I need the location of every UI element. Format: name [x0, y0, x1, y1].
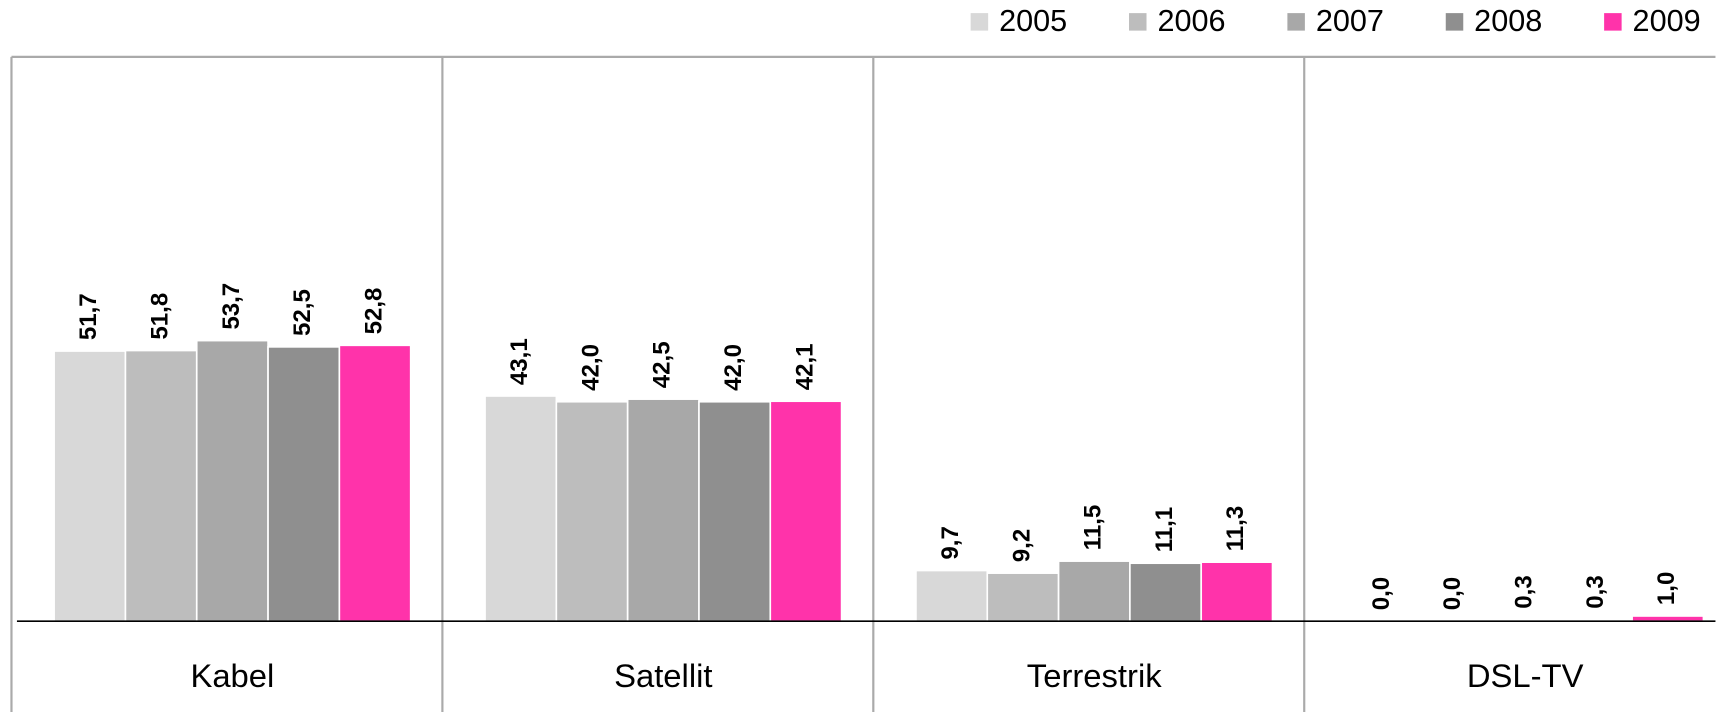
- data-label: 1,0: [1653, 572, 1680, 605]
- data-label: 0,0: [1439, 577, 1466, 610]
- bar: [1057, 560, 1131, 623]
- data-label: 9,7: [937, 526, 964, 559]
- data-label: 0,0: [1368, 577, 1395, 610]
- bar: [986, 572, 1060, 623]
- x-tick-label: Terrestrik: [1027, 657, 1162, 694]
- data-label: 53,7: [218, 283, 245, 330]
- bar: [915, 569, 989, 623]
- bar: [195, 339, 269, 623]
- bar: [1129, 562, 1203, 623]
- data-label: 42,1: [791, 343, 818, 390]
- bar: [626, 398, 700, 623]
- legend-swatch: [1604, 13, 1622, 31]
- frame: [10, 55, 1716, 712]
- data-label: 0,3: [1582, 575, 1609, 608]
- bar: [53, 350, 127, 623]
- data-label: 9,2: [1008, 529, 1035, 562]
- legend-label: 2005: [999, 4, 1067, 38]
- data-label: 52,5: [289, 289, 316, 336]
- x-tick-label: Kabel: [190, 657, 274, 694]
- x-tick-label: DSL-TV: [1467, 657, 1584, 694]
- data-label: 43,1: [506, 338, 533, 385]
- bar: [484, 395, 558, 623]
- data-label: 51,8: [146, 293, 173, 340]
- bar: [698, 400, 772, 623]
- bar: [267, 346, 341, 623]
- data-label: 42,0: [720, 344, 747, 391]
- data-label: 11,3: [1222, 506, 1249, 551]
- bar: [1200, 561, 1274, 623]
- data-label: 52,8: [360, 288, 387, 335]
- bar: [124, 349, 198, 623]
- bar: [769, 400, 843, 623]
- legend-label: 2006: [1157, 4, 1225, 38]
- legend-swatch: [1129, 13, 1147, 31]
- legend-swatch: [1445, 13, 1464, 31]
- legend-label: 2009: [1633, 4, 1701, 38]
- bar: [555, 400, 629, 623]
- data-label: 51,7: [75, 293, 102, 340]
- data-label: 0,3: [1511, 575, 1538, 608]
- legend-swatch: [1287, 13, 1305, 31]
- data-label: 11,1: [1151, 507, 1178, 552]
- legend-label: 2007: [1316, 4, 1384, 38]
- data-label: 42,0: [577, 344, 604, 391]
- legend-swatch: [970, 13, 989, 31]
- data-label: 42,5: [649, 341, 676, 388]
- legend-label: 2008: [1474, 4, 1542, 38]
- bar: [338, 344, 412, 623]
- x-tick-label: Satellit: [614, 657, 712, 694]
- data-label: 11,5: [1080, 505, 1107, 550]
